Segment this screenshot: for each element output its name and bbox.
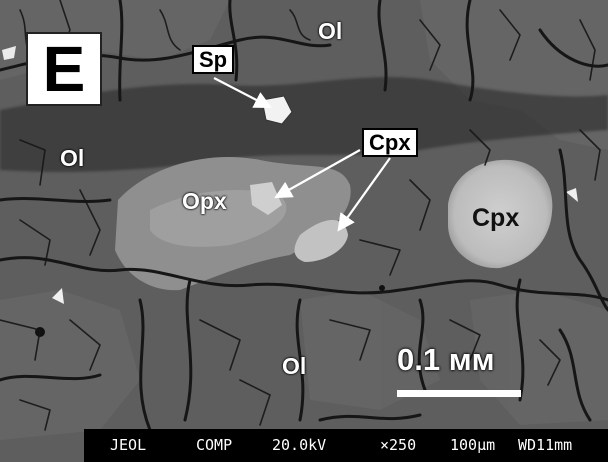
spinel-label: Sp	[192, 45, 235, 75]
clinopyroxene-callout-label: Cpx	[362, 128, 418, 158]
olivine-label-left: Ol	[60, 145, 85, 171]
cpx-arrow-right	[337, 157, 391, 232]
magnification: ×250	[380, 436, 417, 454]
olivine-label-top: Ol	[318, 18, 343, 44]
instrument-model: JEOL	[110, 436, 147, 454]
scale-bar	[397, 390, 521, 397]
clinopyroxene-grain-label: Cpx	[472, 204, 520, 232]
databar-scale: 100μm	[450, 436, 496, 454]
spinel-arrow	[213, 77, 272, 109]
working-distance: WD11mm	[518, 436, 573, 454]
olivine-label-bottom: Ol	[282, 353, 307, 379]
orthopyroxene-label: Opx	[182, 188, 227, 214]
panel-letter-label: E	[26, 32, 102, 106]
accelerating-voltage: 20.0kV	[272, 436, 327, 454]
cpx-arrow-left	[274, 149, 361, 199]
sem-data-bar: JEOL COMP 20.0kV ×250 100μm WD11mm	[84, 429, 608, 462]
imaging-mode: COMP	[196, 436, 233, 454]
scale-bar-label: 0.1 мм	[397, 342, 495, 377]
